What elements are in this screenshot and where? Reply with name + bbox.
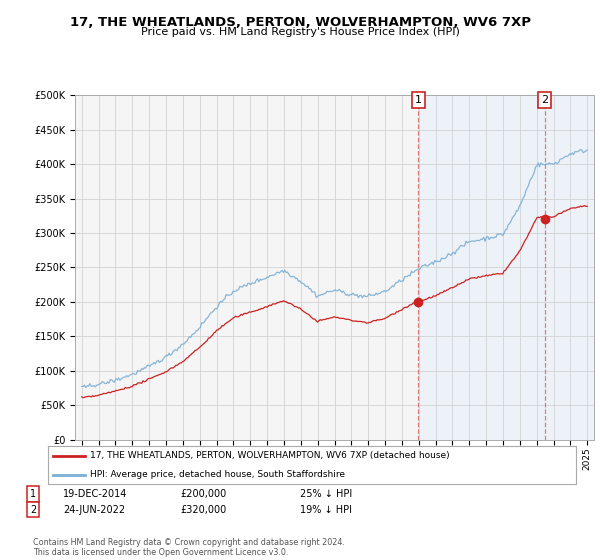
Text: 17, THE WHEATLANDS, PERTON, WOLVERHAMPTON, WV6 7XP: 17, THE WHEATLANDS, PERTON, WOLVERHAMPTO… <box>70 16 530 29</box>
Text: 19-DEC-2014: 19-DEC-2014 <box>63 489 127 499</box>
Text: 1: 1 <box>415 95 422 105</box>
Text: £200,000: £200,000 <box>180 489 226 499</box>
Text: 2: 2 <box>30 505 36 515</box>
Text: 2: 2 <box>541 95 548 105</box>
Text: Contains HM Land Registry data © Crown copyright and database right 2024.
This d: Contains HM Land Registry data © Crown c… <box>33 538 345 557</box>
Text: 24-JUN-2022: 24-JUN-2022 <box>63 505 125 515</box>
Text: £320,000: £320,000 <box>180 505 226 515</box>
Text: 17, THE WHEATLANDS, PERTON, WOLVERHAMPTON, WV6 7XP (detached house): 17, THE WHEATLANDS, PERTON, WOLVERHAMPTO… <box>90 451 450 460</box>
Text: 1: 1 <box>30 489 36 499</box>
Text: Price paid vs. HM Land Registry's House Price Index (HPI): Price paid vs. HM Land Registry's House … <box>140 27 460 38</box>
Text: 25% ↓ HPI: 25% ↓ HPI <box>300 489 352 499</box>
Text: HPI: Average price, detached house, South Staffordshire: HPI: Average price, detached house, Sout… <box>90 470 345 479</box>
Bar <box>418 95 594 440</box>
Text: 19% ↓ HPI: 19% ↓ HPI <box>300 505 352 515</box>
